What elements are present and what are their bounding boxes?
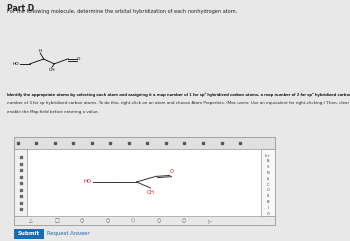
Text: O: O [267,188,270,192]
Text: Si: Si [266,194,270,198]
Text: OH: OH [147,190,154,195]
Text: □: □ [54,218,59,223]
Text: ○: ○ [182,218,186,223]
Text: O: O [267,212,270,215]
Text: For the following molecule, determine the orbital hybridization of each nonhydro: For the following molecule, determine th… [7,9,237,14]
Text: N: N [267,171,270,175]
Bar [14,137,275,149]
Text: b: b [267,177,269,181]
Text: number of 3 for sp hybridized carbon atoms. To do this, right-click on an atom a: number of 3 for sp hybridized carbon ato… [7,101,350,105]
Text: ○: ○ [80,218,84,223]
Bar [14,229,44,239]
Text: O: O [76,57,80,61]
Text: O: O [169,168,174,174]
Text: Part D: Part D [7,4,34,13]
Text: Submit: Submit [18,231,40,236]
Text: H: H [38,49,42,53]
Text: Request Answer: Request Answer [47,231,90,236]
Text: ○: ○ [105,218,110,223]
Text: ○: ○ [156,218,161,223]
Text: In+: In+ [265,154,271,158]
Text: HO: HO [12,62,19,66]
Text: OH: OH [49,68,55,72]
Bar [261,149,275,216]
Bar [14,216,275,225]
Bar [14,137,275,225]
Text: Identify the appropriate atoms by selecting each atom and assigning it a map num: Identify the appropriate atoms by select… [7,93,350,97]
Text: enable the Map field before entering a value.: enable the Map field before entering a v… [7,110,99,114]
Text: ▷: ▷ [208,218,211,223]
Text: △: △ [29,218,33,223]
Text: Br: Br [266,160,270,163]
Text: HO: HO [83,180,91,184]
Text: Cl: Cl [266,165,270,169]
Text: ⬡: ⬡ [131,218,135,223]
Text: Br: Br [266,200,270,204]
Text: C: C [267,183,269,187]
Bar [14,149,27,216]
Text: Identify the appropriate atoms by selecting each atom and assigning it a map num: Identify the appropriate atoms by select… [7,92,350,97]
